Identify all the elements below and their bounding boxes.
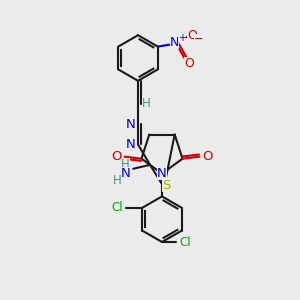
Text: N: N: [126, 118, 136, 130]
Text: N: N: [120, 167, 130, 180]
Text: −: −: [194, 34, 203, 44]
Text: H: H: [113, 174, 122, 187]
Text: +: +: [178, 33, 186, 43]
Text: Cl: Cl: [111, 201, 123, 214]
Text: N: N: [126, 138, 136, 151]
Text: O: O: [111, 150, 122, 163]
Text: Cl: Cl: [179, 236, 191, 248]
Text: O: O: [184, 57, 194, 70]
Text: H: H: [121, 158, 130, 171]
Text: O: O: [202, 150, 213, 163]
Text: H: H: [142, 97, 150, 110]
Text: N: N: [170, 36, 179, 49]
Text: N: N: [157, 167, 167, 180]
Text: S: S: [162, 179, 171, 192]
Text: O: O: [187, 29, 197, 42]
